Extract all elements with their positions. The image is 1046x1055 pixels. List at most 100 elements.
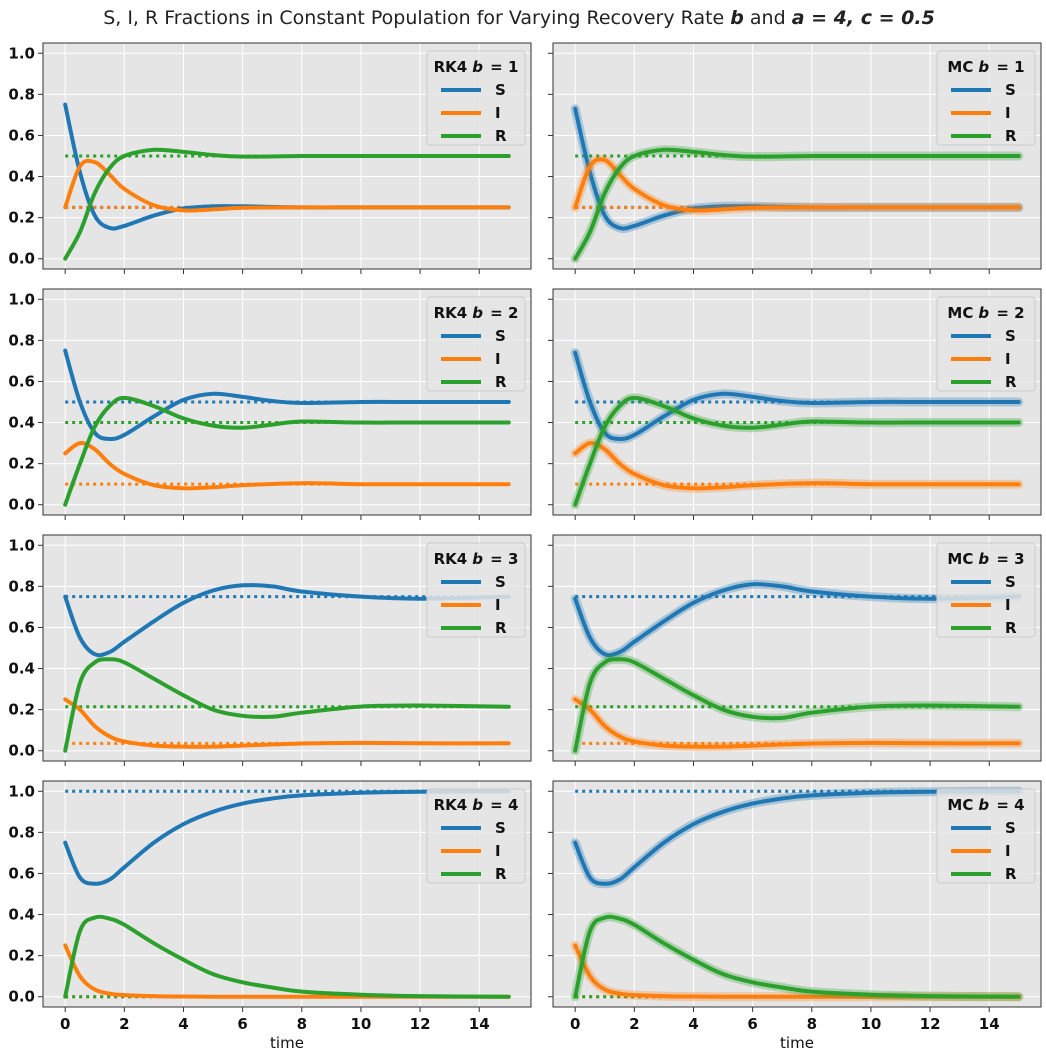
legend-title-equals: = [991,550,1014,568]
legend-label-i: I [1005,842,1011,860]
y-tick-label: 0.2 [8,947,35,965]
legend-box [936,788,1036,884]
series-line-s [63,789,511,886]
series-line-s [63,583,511,658]
series-line-i [573,441,1021,491]
y-tick-label: 1.0 [8,44,35,62]
series-line-s [573,789,1021,886]
legend-title-b-value: 4 [508,796,518,814]
legend-box [426,542,526,638]
legend-title: MC b = 4 [947,796,1024,814]
legend: MC b = 3 SIR [936,542,1036,638]
x-tick-label: 0 [570,1015,580,1033]
series-line-r [63,395,511,507]
legend-box [426,50,526,146]
y-tick-label: 0.8 [8,85,35,103]
y-tick-label: 0.8 [8,577,35,595]
x-tick-label: 4 [178,1015,188,1033]
x-tick-label: 10 [861,1015,882,1033]
x-tick-label: 8 [297,1015,307,1033]
legend-title-b-value: 1 [1014,58,1024,76]
y-tick-label: 0.6 [8,864,35,882]
legend-title-b-value: 3 [508,550,518,568]
y-tick-label: 0.2 [8,701,35,719]
legend-label-r: R [495,619,507,637]
legend-title-b-symbol: b [472,550,483,568]
plot-frame [552,534,1042,762]
series-line-i [573,697,1021,749]
panel-rk4-b4: 0.0 0.2 0.4 0.6 0.8 1.0 0 2 4 6 8 10 12 14 time RK4 b = … [8,780,532,1052]
legend-title-equals: = [485,58,508,76]
y-tick-label: 0.8 [8,823,35,841]
x-tick-label: 0 [60,1015,70,1033]
legend-title-b-symbol: b [978,796,989,814]
legend-title: MC b = 1 [947,58,1024,76]
legend-label-i: I [495,104,501,122]
legend-label-s: S [495,327,506,345]
x-tick-label: 12 [410,1015,431,1033]
y-tick-label: 0.2 [8,455,35,473]
legend-title-b-value: 4 [1014,796,1024,814]
panel-mc-b1: MC b = 1 SIR [548,42,1042,274]
plot-frame [552,42,1042,270]
legend-title-method: MC [947,550,973,568]
legend-label-i: I [1005,104,1011,122]
legend-title-method: RK4 [434,796,468,814]
legend-label-r: R [1005,373,1017,391]
y-tick-label: 0.0 [8,988,35,1006]
panel-mc-b3: MC b = 3 SIR [548,534,1042,766]
plot-frame [42,534,532,762]
y-tick-label: 0.4 [8,414,35,432]
legend-label-i: I [1005,350,1011,368]
series-line-r [573,395,1021,507]
series-line-s [573,350,1021,442]
legend-title-b-symbol: b [978,550,989,568]
series-line-r [63,147,511,261]
legend-title-equals: = [991,796,1014,814]
series-line-r [573,914,1021,999]
x-axis-label: time [270,1034,304,1052]
legend-title-method: MC [947,58,973,76]
legend-title-method: MC [947,796,973,814]
x-tick-label: 14 [979,1015,1000,1033]
x-tick-label: 6 [237,1015,247,1033]
x-tick-label: 4 [688,1015,698,1033]
legend: RK4 b = 2 SIR [426,296,526,392]
series-line-s [573,582,1021,658]
legend-box [936,296,1036,392]
legend-label-i: I [495,596,501,614]
legend-label-r: R [495,373,507,391]
legend-label-r: R [495,865,507,883]
legend-title-b-value: 3 [1014,550,1024,568]
legend-title: MC b = 2 [947,304,1024,322]
y-tick-label: 0.6 [8,126,35,144]
series-line-r [573,657,1021,753]
legend-label-r: R [1005,865,1017,883]
legend-label-i: I [495,350,501,368]
legend-title-b-value: 2 [508,304,518,322]
y-tick-label: 1.0 [8,290,35,308]
legend-title-method: MC [947,304,973,322]
y-tick-label: 0.4 [8,168,35,186]
legend-label-r: R [495,127,507,145]
legend-title-b-value: 1 [508,58,518,76]
legend-title: RK4 b = 3 [434,550,519,568]
series-line-r [573,147,1021,261]
legend: MC b = 1 SIR [936,50,1036,146]
x-tick-label: 12 [920,1015,941,1033]
legend: MC b = 4 SIR [936,788,1036,884]
series-line-i [573,157,1021,213]
legend-title: RK4 b = 2 [434,304,519,322]
legend-title-method: RK4 [434,304,468,322]
y-tick-label: 0.0 [8,742,35,760]
legend-box [936,542,1036,638]
plot-frame [552,288,1042,516]
legend-title-b-symbol: b [978,304,989,322]
y-tick-label: 0.0 [8,496,35,514]
y-tick-label: 0.0 [8,250,35,268]
legend-label-r: R [1005,127,1017,145]
plot-frame [552,780,1042,1008]
legend-title-equals: = [991,58,1014,76]
